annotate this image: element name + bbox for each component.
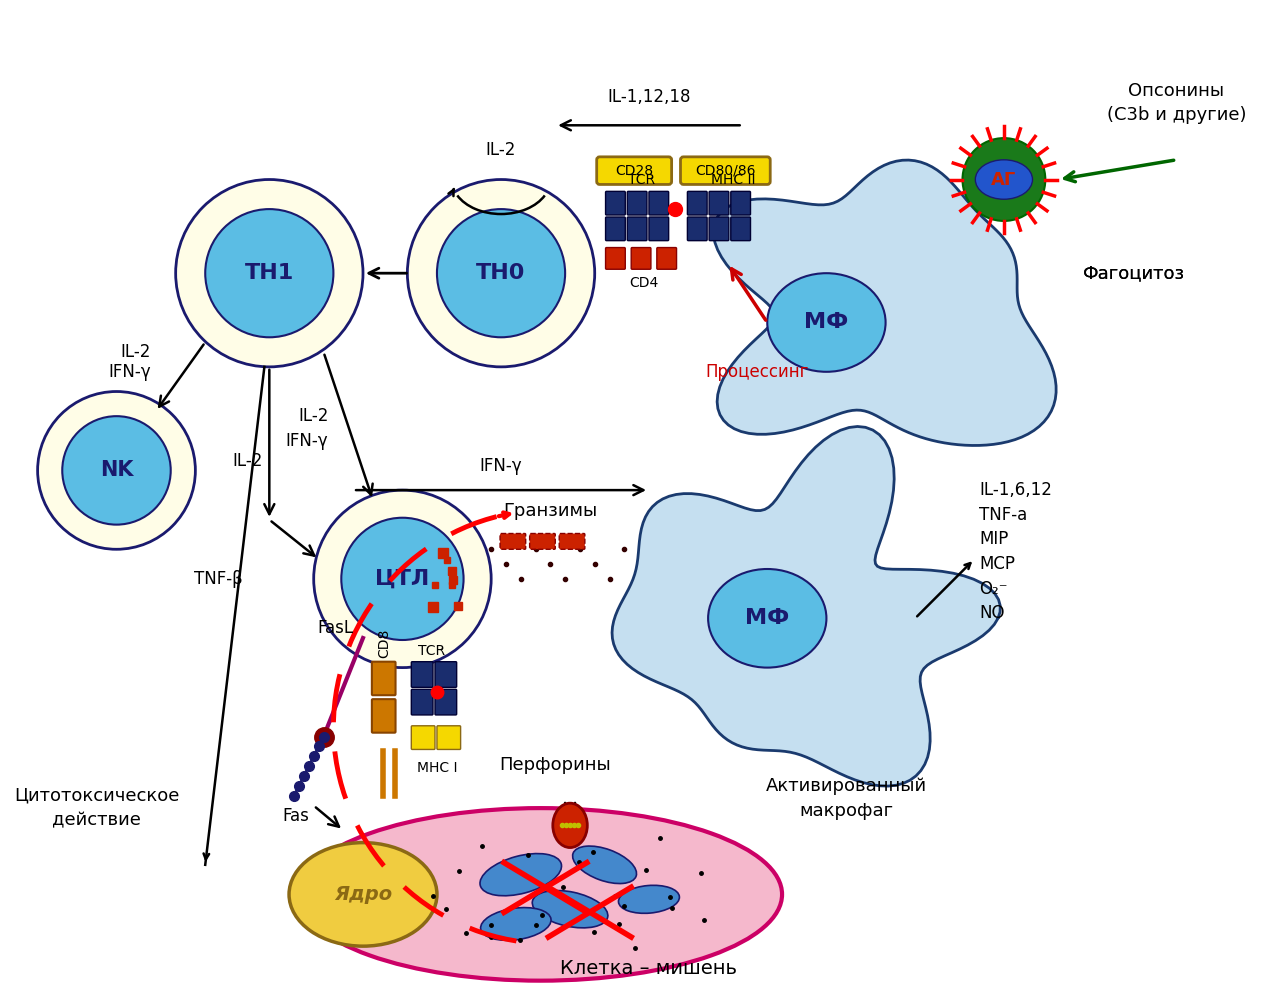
Text: FasL: FasL — [317, 619, 353, 637]
Text: TCR: TCR — [419, 644, 445, 658]
Text: АГ: АГ — [991, 170, 1016, 188]
Ellipse shape — [300, 809, 782, 981]
FancyBboxPatch shape — [372, 662, 396, 695]
Text: Фагоцитоз: Фагоцитоз — [1083, 264, 1185, 282]
FancyBboxPatch shape — [605, 191, 625, 215]
Text: IL-2: IL-2 — [120, 343, 151, 361]
Text: O₂⁻: O₂⁻ — [979, 579, 1007, 598]
Text: IL-1,6,12: IL-1,6,12 — [979, 482, 1052, 499]
Text: MHC I: MHC I — [417, 762, 457, 776]
Text: Цитотоксическое: Цитотоксическое — [14, 787, 179, 805]
Text: NK: NK — [100, 461, 133, 481]
FancyBboxPatch shape — [530, 533, 556, 549]
Text: Ядро: Ядро — [334, 885, 392, 904]
FancyBboxPatch shape — [649, 191, 668, 215]
Ellipse shape — [407, 179, 595, 367]
Text: МФ: МФ — [804, 312, 849, 332]
FancyBboxPatch shape — [605, 217, 625, 240]
Text: CD8: CD8 — [378, 628, 392, 658]
Text: Клетка – мишень: Клетка – мишень — [561, 959, 737, 978]
Text: TNF-β: TNF-β — [195, 570, 243, 588]
Text: NO: NO — [979, 604, 1005, 622]
Text: IL-2: IL-2 — [486, 141, 516, 159]
Text: ТН0: ТН0 — [476, 263, 526, 283]
FancyBboxPatch shape — [731, 191, 750, 215]
Text: TNF-a: TNF-a — [979, 505, 1028, 523]
FancyBboxPatch shape — [411, 726, 435, 750]
Text: ЦТЛ: ЦТЛ — [375, 569, 430, 589]
Text: MIP: MIP — [979, 530, 1009, 548]
FancyBboxPatch shape — [605, 247, 625, 269]
Polygon shape — [612, 427, 1000, 786]
FancyBboxPatch shape — [631, 247, 652, 269]
Text: Процессинг: Процессинг — [705, 363, 809, 381]
Text: (C3b и другие): (C3b и другие) — [1107, 107, 1247, 125]
Text: CD28: CD28 — [616, 164, 653, 177]
Text: IL-1,12,18: IL-1,12,18 — [607, 88, 691, 106]
FancyBboxPatch shape — [372, 699, 396, 733]
Text: Гранзимы: Гранзимы — [503, 501, 598, 519]
Text: MHC II: MHC II — [710, 173, 755, 187]
FancyBboxPatch shape — [687, 191, 707, 215]
Ellipse shape — [553, 804, 588, 847]
Ellipse shape — [314, 491, 492, 668]
Ellipse shape — [618, 885, 680, 913]
FancyBboxPatch shape — [435, 689, 457, 715]
Text: макрофаг: макрофаг — [799, 802, 893, 820]
Ellipse shape — [975, 160, 1033, 199]
FancyBboxPatch shape — [436, 726, 461, 750]
Ellipse shape — [480, 907, 552, 940]
FancyBboxPatch shape — [500, 533, 526, 549]
FancyBboxPatch shape — [709, 217, 728, 240]
Text: ТН1: ТН1 — [244, 263, 294, 283]
FancyBboxPatch shape — [687, 217, 707, 240]
FancyBboxPatch shape — [411, 689, 433, 715]
Text: Опсонины: Опсонины — [1129, 82, 1225, 100]
Polygon shape — [713, 161, 1056, 446]
Ellipse shape — [37, 392, 196, 549]
FancyBboxPatch shape — [709, 191, 728, 215]
Text: IFN-γ: IFN-γ — [480, 458, 522, 476]
Ellipse shape — [205, 209, 333, 337]
Ellipse shape — [289, 842, 436, 946]
FancyBboxPatch shape — [627, 217, 646, 240]
Ellipse shape — [63, 416, 170, 524]
Ellipse shape — [436, 209, 566, 337]
Ellipse shape — [708, 569, 827, 668]
FancyBboxPatch shape — [596, 157, 672, 184]
Ellipse shape — [175, 179, 364, 367]
Text: TCR: TCR — [628, 173, 655, 187]
Text: IFN-γ: IFN-γ — [109, 363, 151, 381]
Text: IL-2: IL-2 — [298, 407, 329, 425]
FancyBboxPatch shape — [681, 157, 771, 184]
Ellipse shape — [572, 846, 636, 883]
Ellipse shape — [767, 273, 886, 372]
Ellipse shape — [480, 853, 562, 895]
Text: MCP: MCP — [979, 555, 1015, 573]
Text: IL-2: IL-2 — [232, 452, 262, 470]
FancyBboxPatch shape — [411, 662, 433, 687]
Ellipse shape — [532, 890, 608, 928]
Text: CD80/86: CD80/86 — [695, 164, 756, 177]
FancyBboxPatch shape — [559, 533, 585, 549]
Text: Активированный: Активированный — [765, 777, 927, 795]
Text: Фагоцитоз: Фагоцитоз — [1083, 264, 1185, 282]
Text: Fas: Fas — [282, 807, 308, 825]
Text: IFN-γ: IFN-γ — [285, 432, 329, 450]
FancyBboxPatch shape — [657, 247, 677, 269]
Text: Перфорины: Перфорины — [499, 757, 611, 775]
Circle shape — [963, 139, 1046, 221]
Text: CD4: CD4 — [630, 276, 659, 290]
FancyBboxPatch shape — [627, 191, 646, 215]
FancyBboxPatch shape — [435, 662, 457, 687]
FancyBboxPatch shape — [649, 217, 668, 240]
Ellipse shape — [342, 517, 463, 640]
FancyBboxPatch shape — [731, 217, 750, 240]
Text: МФ: МФ — [745, 608, 790, 628]
Text: действие: действие — [52, 812, 141, 830]
